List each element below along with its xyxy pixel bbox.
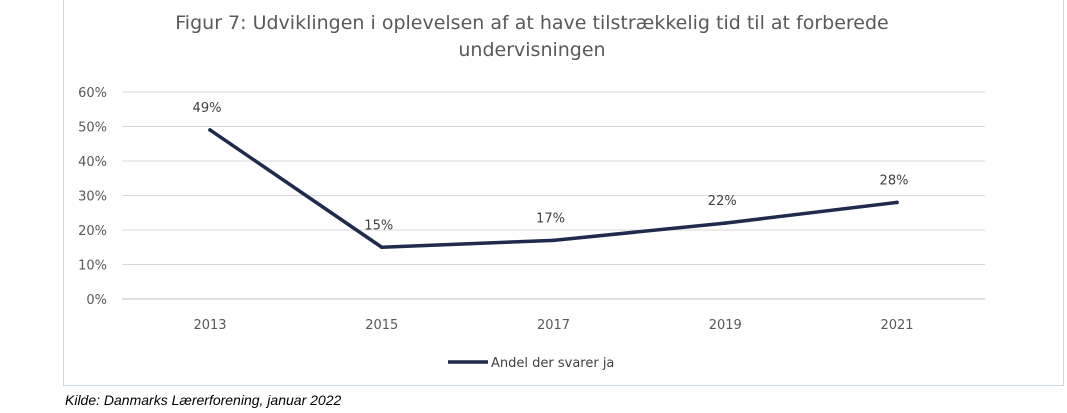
x-tick-label: 2013 — [193, 318, 226, 333]
data-point — [895, 200, 899, 205]
y-tick-label: 10% — [78, 259, 107, 274]
x-tick-label: 2021 — [880, 318, 913, 333]
y-tick-label: 50% — [78, 121, 107, 136]
x-tick-label: 2019 — [709, 318, 742, 333]
chart-title: Figur 7: Udviklingen i oplevelsen af at … — [63, 10, 1001, 64]
data-point — [723, 221, 728, 225]
legend-label: Andel der svarer ja — [491, 356, 614, 371]
chart-title-line-1: Figur 7: Udviklingen i oplevelsen af at … — [175, 12, 889, 34]
data-label: 15% — [364, 218, 393, 233]
data-point — [379, 245, 384, 250]
chart-title-line-2: undervisningen — [458, 39, 606, 61]
y-tick-label: 0% — [86, 293, 107, 308]
chart-frame — [63, 0, 1064, 386]
x-tick-label: 2017 — [537, 318, 570, 333]
y-tick-label: 30% — [78, 190, 107, 205]
y-tick-label: 20% — [78, 224, 107, 239]
data-label: 17% — [536, 211, 565, 226]
data-label: 49% — [193, 101, 222, 116]
y-tick-label: 60% — [78, 86, 107, 101]
data-point — [208, 128, 212, 132]
data-label: 22% — [708, 194, 737, 209]
y-tick-label: 40% — [78, 155, 107, 170]
data-label: 28% — [880, 173, 909, 188]
source-note: Kilde: Danmarks Lærerforening, januar 20… — [65, 392, 342, 408]
data-point — [551, 238, 556, 243]
x-tick-label: 2015 — [365, 318, 398, 333]
